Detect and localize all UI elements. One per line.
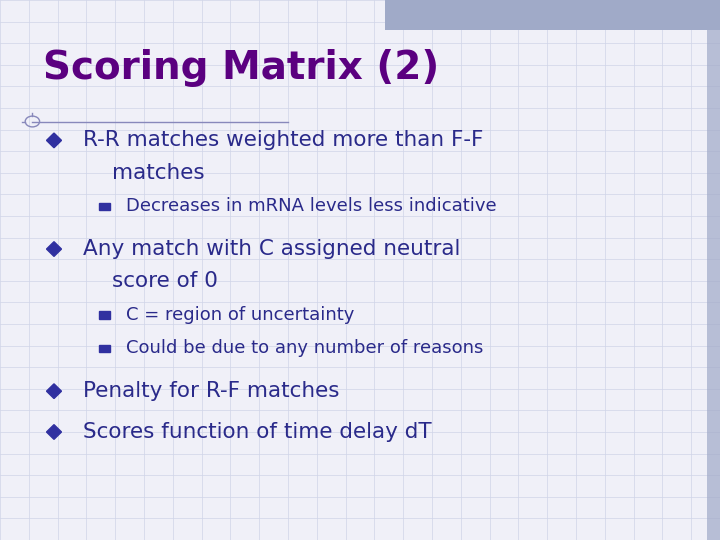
Bar — [385, 0, 720, 30]
Text: R-R matches weighted more than F-F: R-R matches weighted more than F-F — [83, 130, 483, 151]
Polygon shape — [47, 384, 61, 399]
Text: Could be due to any number of reasons: Could be due to any number of reasons — [126, 340, 483, 357]
Bar — [707, 30, 720, 540]
Polygon shape — [99, 202, 109, 210]
Text: Any match with C assigned neutral: Any match with C assigned neutral — [83, 239, 460, 259]
Text: C = region of uncertainty: C = region of uncertainty — [126, 306, 354, 324]
Polygon shape — [99, 345, 109, 352]
Polygon shape — [99, 311, 109, 319]
Text: Penalty for R-F matches: Penalty for R-F matches — [83, 381, 339, 401]
Text: Scores function of time delay dT: Scores function of time delay dT — [83, 422, 431, 442]
Text: Decreases in mRNA levels less indicative: Decreases in mRNA levels less indicative — [126, 197, 497, 215]
Text: matches: matches — [112, 163, 204, 183]
Text: score of 0: score of 0 — [112, 272, 217, 292]
Polygon shape — [47, 424, 61, 440]
Polygon shape — [47, 133, 61, 148]
Text: Scoring Matrix (2): Scoring Matrix (2) — [43, 49, 439, 86]
Polygon shape — [47, 242, 61, 256]
